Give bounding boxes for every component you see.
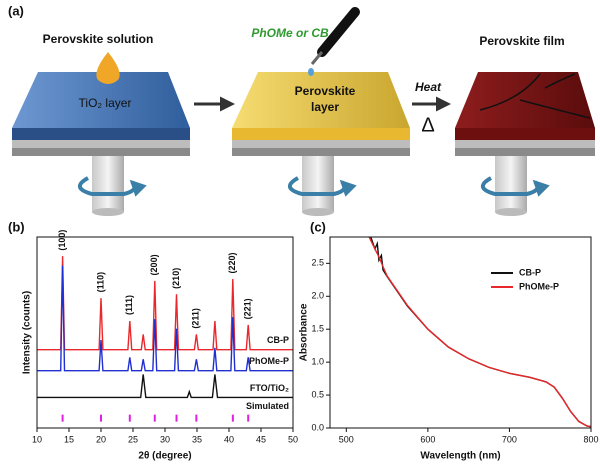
peak-label: (200) xyxy=(149,254,159,275)
plot-frame xyxy=(329,236,592,429)
step1-title: Perovskite solution xyxy=(43,32,154,46)
y-tick-label: 0.0 xyxy=(311,422,324,432)
peak-label: (210) xyxy=(171,268,181,289)
solvent: PhOMe or CB xyxy=(251,26,329,40)
legend-label: CB-P xyxy=(519,267,541,277)
diagram: (a) Perovskite solution TiO₂ layer PhOMe xyxy=(8,3,595,216)
series-label: Simulated xyxy=(246,401,289,411)
plot-frame xyxy=(36,236,294,429)
x-tick-label: 600 xyxy=(420,434,435,444)
y-tick-label: 0.5 xyxy=(311,389,324,399)
station-3 xyxy=(455,72,595,216)
step3-title: Perovskite film xyxy=(479,34,564,48)
x-tick-label: 30 xyxy=(160,434,170,444)
series-line xyxy=(37,265,293,372)
peak-label: (100) xyxy=(57,230,67,251)
series-label: FTO/TiO₂ xyxy=(250,383,289,393)
y-tick-label: 1.0 xyxy=(311,357,324,367)
step1-layer: TiO₂ layer xyxy=(79,96,132,110)
peak-label: (220) xyxy=(227,253,237,274)
legend-label: PhOMe-P xyxy=(519,281,559,291)
peak-label: (111) xyxy=(124,295,134,315)
panel-label: (b) xyxy=(8,219,25,234)
series-line xyxy=(37,256,293,351)
heat: Heat xyxy=(415,80,442,94)
step2-layer: Perovskite xyxy=(295,84,356,98)
x-tick-label: 25 xyxy=(128,434,138,444)
peak-label: (211) xyxy=(191,308,201,329)
x-tick-label: 500 xyxy=(339,434,354,444)
station-1 xyxy=(12,52,190,216)
x-tick-label: 35 xyxy=(192,434,202,444)
x-tick-label: 15 xyxy=(64,434,74,444)
y-tick-label: 1.5 xyxy=(311,324,324,334)
x-tick-label: 10 xyxy=(32,434,42,444)
x-tick-label: 700 xyxy=(502,434,517,444)
panel-label: (c) xyxy=(310,219,326,234)
x-tick-label: 50 xyxy=(288,434,298,444)
delta: Δ xyxy=(421,114,434,136)
x-tick-label: 40 xyxy=(224,434,234,444)
series-line xyxy=(37,374,293,399)
peak-label: (221) xyxy=(243,298,253,319)
y-axis-label: Absorbance xyxy=(299,303,310,361)
y-tick-label: 2.5 xyxy=(311,258,324,268)
series-label: PhOMe-P xyxy=(249,356,289,366)
panel-label: (a) xyxy=(8,3,24,18)
series-line xyxy=(368,236,592,428)
y-tick-label: 2.0 xyxy=(311,291,324,301)
peak-label: (110) xyxy=(95,272,105,293)
x-tick-label: 20 xyxy=(96,434,106,444)
x-tick-label: 45 xyxy=(256,434,266,444)
station-2 xyxy=(232,7,410,216)
y-axis-label: Intensity (counts) xyxy=(22,291,33,374)
step2-layer: layer xyxy=(311,100,339,114)
x-axis-label: 2θ (degree) xyxy=(138,451,191,462)
x-axis-label: Wavelength (nm) xyxy=(420,451,500,462)
x-tick-label: 800 xyxy=(583,434,598,444)
series-label: CB-P xyxy=(267,335,289,345)
series-line xyxy=(370,236,592,428)
